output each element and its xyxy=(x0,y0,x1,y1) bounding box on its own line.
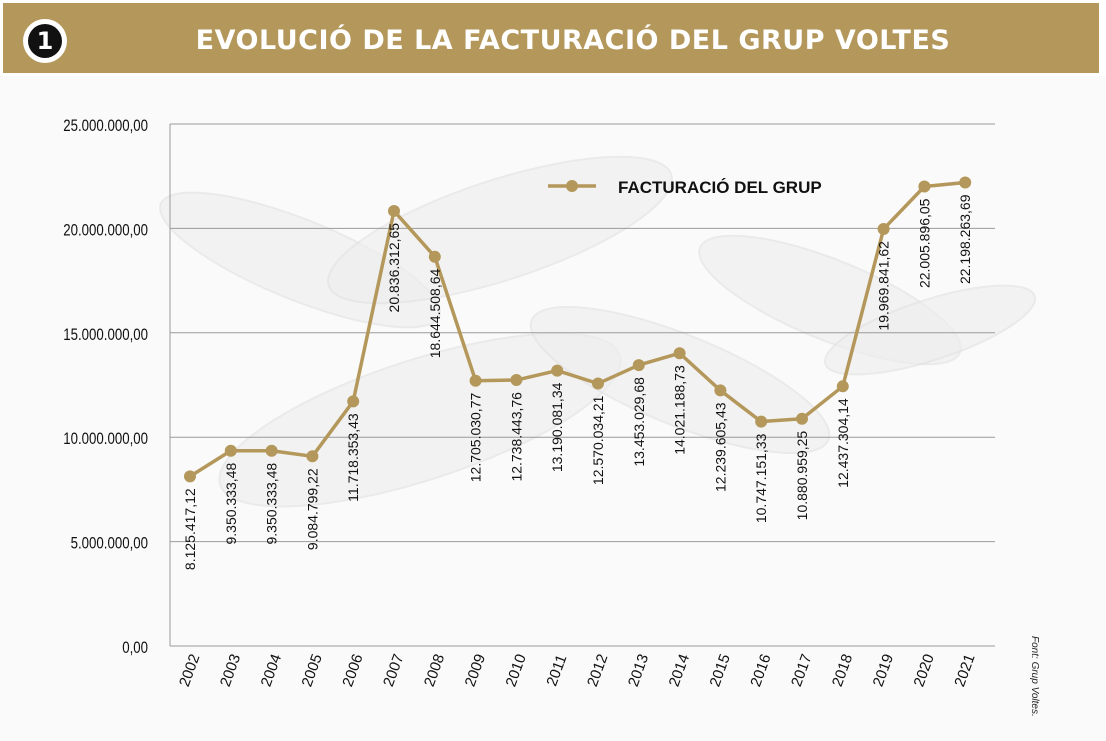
legend-marker xyxy=(566,180,578,192)
badge-number: 1 xyxy=(28,24,62,58)
data-label: 22.005.896,05 xyxy=(916,198,932,288)
data-label: 22.198.263,69 xyxy=(957,194,973,284)
legend: FACTURACIÓ DEL GRUP xyxy=(548,178,822,197)
data-point xyxy=(551,364,564,377)
y-tick-label: 25.000.000,00 xyxy=(63,117,148,136)
data-point xyxy=(428,250,441,263)
data-label: 13.453.029,68 xyxy=(631,377,647,467)
data-label: 20.836.312,65 xyxy=(386,223,402,313)
data-point xyxy=(224,444,237,457)
data-label: 12.239.605,43 xyxy=(712,402,728,492)
data-point xyxy=(184,470,196,483)
data-label: 12.705.030,77 xyxy=(468,393,484,483)
data-label: 9.350.333,48 xyxy=(264,463,280,545)
coin-decoration xyxy=(327,155,673,305)
data-label: 9.350.333,48 xyxy=(223,463,239,545)
data-point xyxy=(510,374,523,387)
data-label: 12.570.034,21 xyxy=(590,395,606,485)
data-point xyxy=(877,223,890,236)
data-point xyxy=(469,374,482,387)
data-label: 12.738.443,76 xyxy=(508,392,524,482)
data-label: 8.125.417,12 xyxy=(182,488,198,570)
data-point xyxy=(388,204,400,217)
data-point xyxy=(918,180,931,193)
data-label: 11.718.353,43 xyxy=(345,413,361,502)
data-point xyxy=(836,380,849,393)
data-point xyxy=(347,395,360,408)
chart-grid xyxy=(169,123,995,647)
y-tick-label: 20.000.000,00 xyxy=(63,221,148,240)
y-tick-label: 10.000.000,00 xyxy=(63,430,148,449)
data-label: 10.880.959,25 xyxy=(794,431,810,521)
legend-label: FACTURACIÓ DEL GRUP xyxy=(618,178,822,197)
data-label: 14.021.188,73 xyxy=(672,365,688,455)
data-point xyxy=(306,450,319,463)
series-line xyxy=(189,180,966,478)
data-point xyxy=(265,444,278,457)
data-point xyxy=(592,377,604,390)
data-label: 9.084.799,22 xyxy=(304,468,320,550)
header-bar: 1 EVOLUCIÓ DE LA FACTURACIÓ DEL GRUP VOL… xyxy=(3,3,1099,73)
data-label: 18.644.508,64 xyxy=(427,268,443,358)
data-point xyxy=(632,359,645,372)
data-label: 10.747.151,33 xyxy=(753,433,769,523)
y-axis-tick-labels: 0,00 5.000.000,00 10.000.000,00 15.000.000,… xyxy=(63,117,148,658)
data-point xyxy=(673,347,686,360)
data-point xyxy=(796,412,808,425)
data-point xyxy=(755,415,768,428)
data-label: 13.190.081,34 xyxy=(549,382,565,472)
data-labels: 8.125.417,12 9.350.333,48 9.350.333,48 9.08… xyxy=(182,194,973,570)
y-tick-label: 0,00 xyxy=(122,639,148,658)
coin-decoration xyxy=(823,284,1037,376)
data-label: 19.969.841,62 xyxy=(876,241,892,331)
data-label: 12.437.304,14 xyxy=(835,398,851,488)
source-note: Font: Grup Voltes. xyxy=(1029,636,1040,717)
chart-number-badge: 1 xyxy=(23,19,67,63)
data-point xyxy=(714,384,727,397)
data-point xyxy=(959,176,972,189)
y-tick-label: 5.000.000,00 xyxy=(71,534,148,553)
series-facturacio xyxy=(184,176,972,483)
page-title: EVOLUCIÓ DE LA FACTURACIÓ DEL GRUP VOLTE… xyxy=(195,25,951,56)
y-tick-label: 15.000.000,00 xyxy=(63,325,148,344)
